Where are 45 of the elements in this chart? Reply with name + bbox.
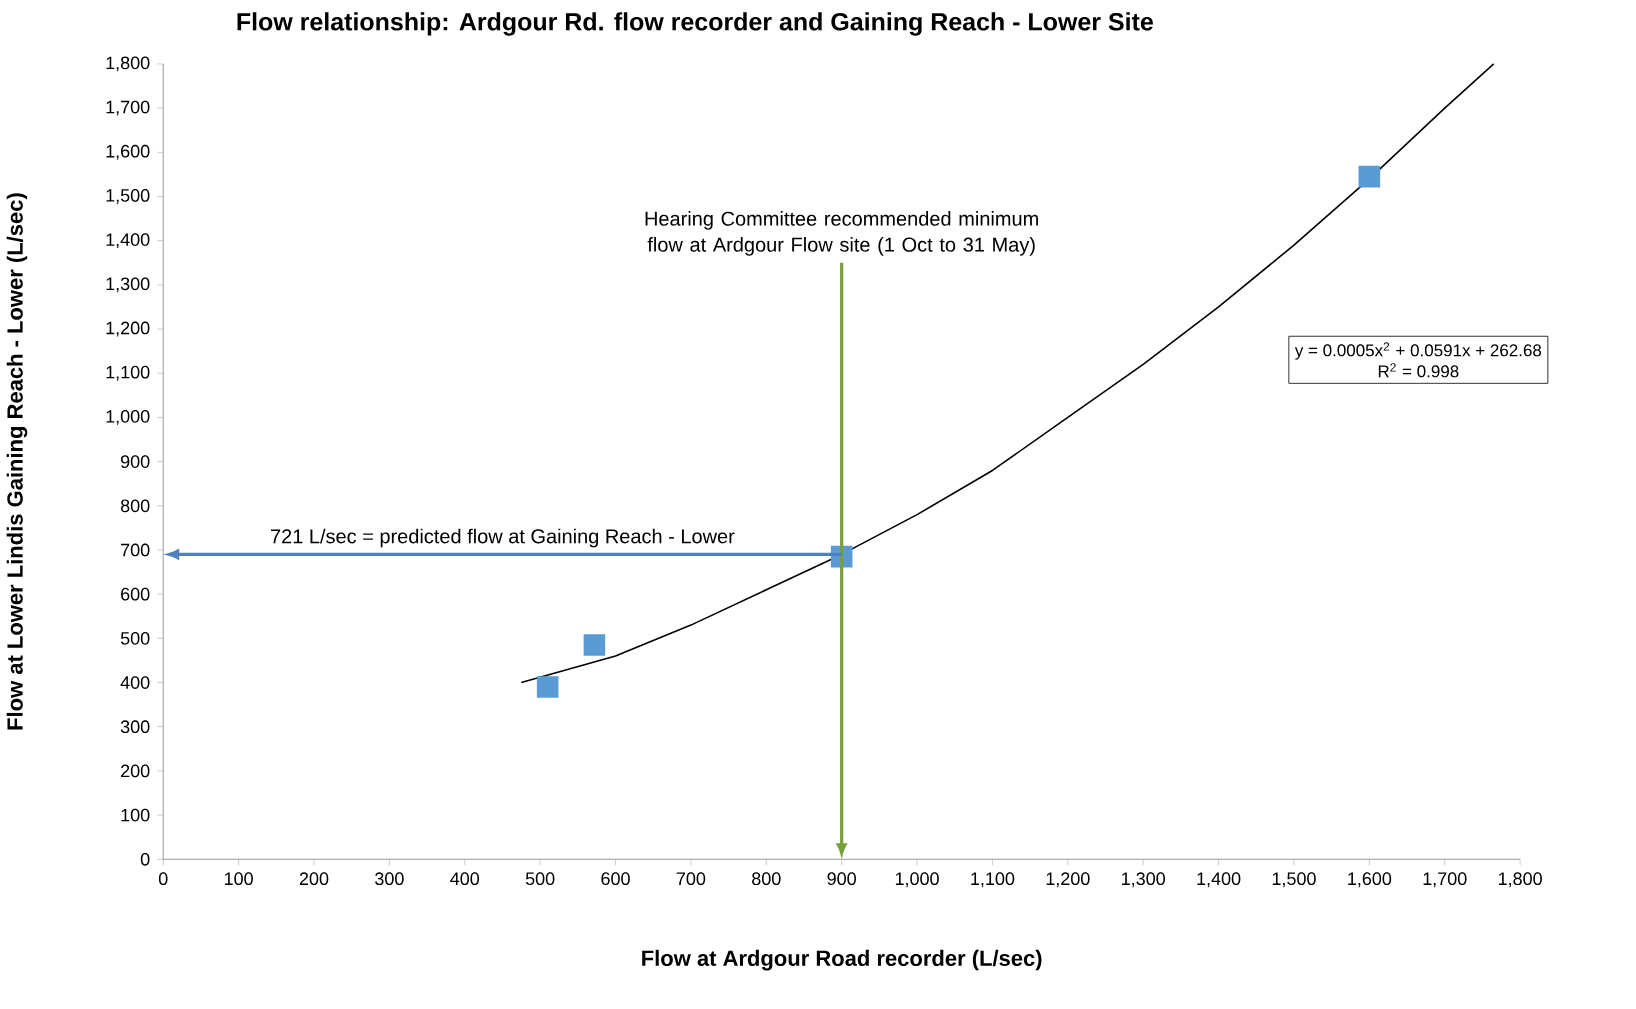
x-tick-label: 200 bbox=[299, 872, 329, 886]
y-tick-label: 900 bbox=[121, 455, 150, 468]
y-tick-label: 1,700 bbox=[106, 100, 150, 116]
x-tick-label: 1,200 bbox=[1046, 872, 1090, 888]
y-tick-label: 200 bbox=[121, 764, 150, 778]
x-tick-label: 1,800 bbox=[1498, 872, 1542, 888]
annotation: y = 0.0005x$^{2}$ + 0.0591x + 262.68 bbox=[1294, 342, 1542, 360]
x-tick-label: 1,300 bbox=[1122, 872, 1165, 888]
ref-line-label: 721 L/sec = predicted flow at Gaining Reach - Lower bbox=[271, 528, 735, 548]
x-tick-label: 400 bbox=[450, 872, 480, 886]
y-tick-label: 400 bbox=[120, 676, 150, 689]
x-axis-title: Flow at Ardgour Road recorder (L/sec) bbox=[642, 949, 1042, 971]
y-tick-label: 700 bbox=[121, 543, 150, 557]
y-tick-label: 1,400 bbox=[106, 233, 150, 249]
y-tick-label: 1,200 bbox=[106, 321, 150, 337]
x-tick-label: 900 bbox=[827, 872, 856, 886]
chart-title: Flow relationship: Ardgour Rd. flow recorder and Gaining Reach - Lower Site bbox=[237, 12, 1153, 36]
annotation: R$^{2}$ = 0.998 bbox=[1378, 363, 1459, 378]
y-tick-label: 800 bbox=[120, 499, 150, 513]
y-tick-label: 1,600 bbox=[106, 144, 150, 160]
x-tick-label: 100 bbox=[224, 872, 253, 886]
x-tick-label: 500 bbox=[525, 872, 555, 886]
y-tick-label: 1,300 bbox=[106, 277, 150, 293]
x-tick-label: 300 bbox=[375, 872, 404, 886]
y-tick-label: 1,000 bbox=[106, 409, 150, 425]
x-tick-label: 700 bbox=[676, 872, 706, 886]
x-tick-label: 1,600 bbox=[1348, 872, 1392, 888]
y-tick-label: 300 bbox=[120, 720, 150, 734]
y-tick-label: 500 bbox=[120, 631, 150, 645]
y-axis-title: Flow at Lower Lindis Gaining Reach - Lower (L/sec) bbox=[6, 193, 28, 730]
x-tick-label: 1,100 bbox=[971, 872, 1015, 888]
ref-line-label: Hearing Committee recommended minimum flow at Ardgour Flow site (1 Oct to 31 May) bbox=[645, 211, 1038, 256]
y-tick-label: 100 bbox=[121, 808, 150, 822]
x-tick-label: 1,000 bbox=[895, 872, 939, 888]
y-tick-label: 1,500 bbox=[106, 188, 150, 204]
y-tick-label: 0 bbox=[140, 852, 150, 866]
x-tick-label: 600 bbox=[601, 872, 630, 886]
y-tick-label: 600 bbox=[121, 587, 150, 601]
y-tick-label: 1,800 bbox=[106, 56, 150, 72]
x-tick-label: 1,500 bbox=[1272, 872, 1316, 888]
x-tick-label: 0 bbox=[158, 872, 168, 886]
x-tick-label: 1,700 bbox=[1423, 872, 1467, 888]
x-tick-label: 1,400 bbox=[1197, 872, 1241, 888]
y-tick-label: 1,100 bbox=[106, 365, 150, 381]
x-tick-label: 800 bbox=[752, 872, 781, 886]
